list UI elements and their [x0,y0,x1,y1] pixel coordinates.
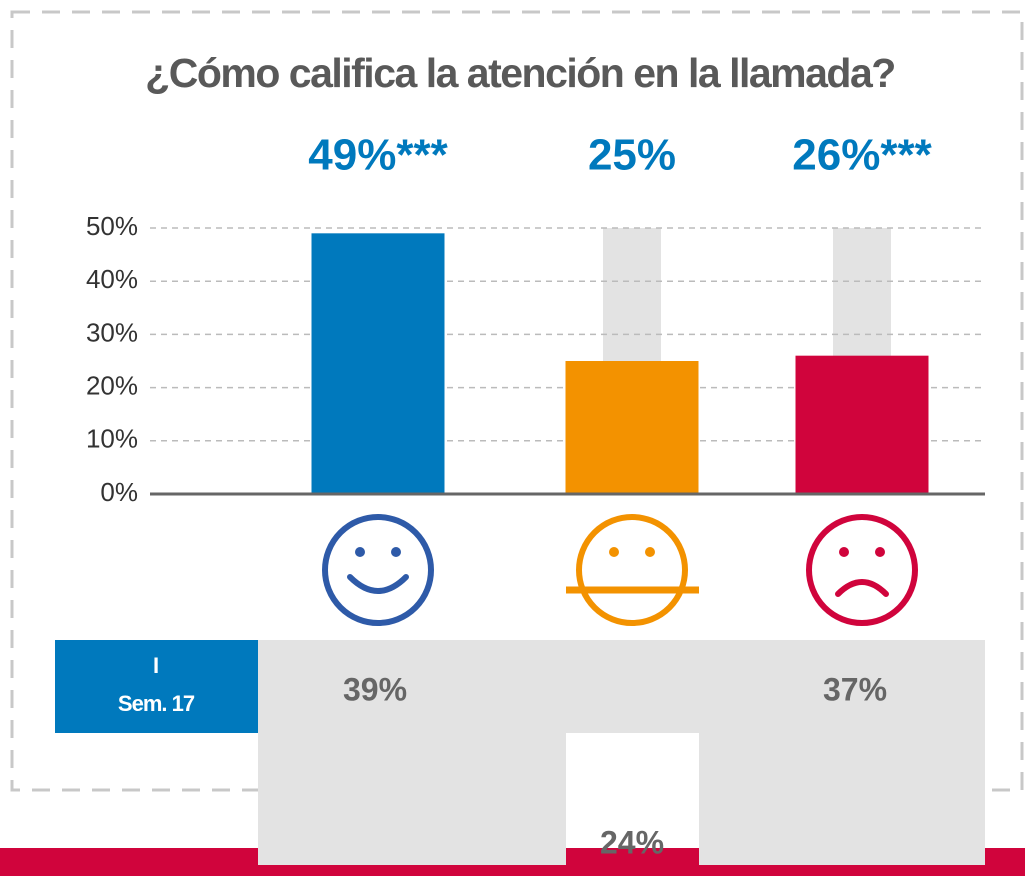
y-tick-label: 40% [86,264,138,294]
y-tick-label: 0% [100,477,138,507]
comparison-value: 39% [343,671,407,707]
y-tick-label: 20% [86,370,138,400]
comparison-gap [566,733,699,848]
face-happy [322,514,434,626]
chart-title: ¿Cómo califica la atención en la llamada… [145,50,895,96]
value-label: 49%*** [308,131,448,180]
comparison-band [258,733,566,865]
bar [311,233,445,494]
y-tick-label: 10% [86,424,138,454]
comparison-label-box [55,640,258,733]
y-tick-label: 50% [86,211,138,241]
comparison-label: Sem. 17 [118,691,195,716]
bar [795,355,929,494]
face-neutral [566,514,699,626]
bar [565,361,699,494]
y-tick-label: 30% [86,317,138,347]
comparison-band [258,640,985,733]
value-label: 26%*** [792,131,932,180]
value-label: 25% [588,131,676,180]
comparison-value: 24% [600,824,664,860]
comparison-band [699,733,985,865]
comparison-label: I [153,653,159,678]
face-sad [806,514,918,626]
comparison-value: 37% [823,671,887,707]
